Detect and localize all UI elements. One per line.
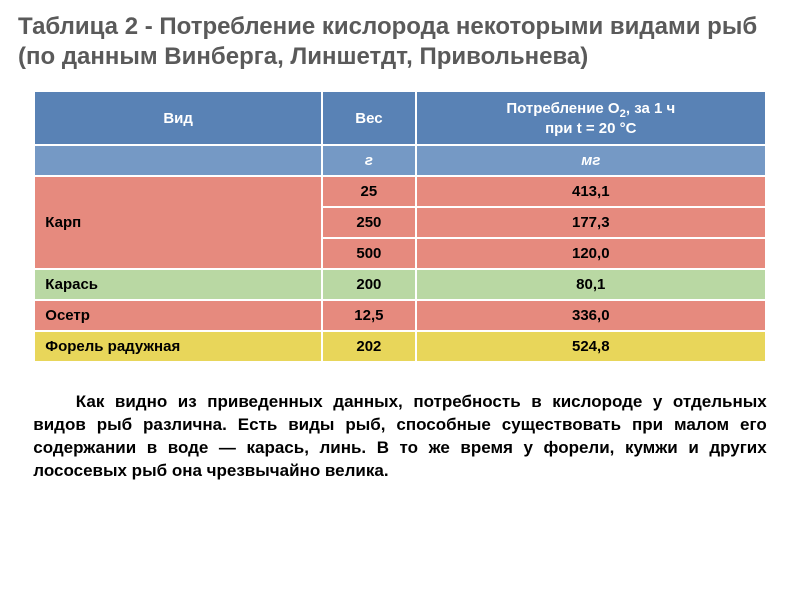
cell-weight: 12,5 [322, 300, 416, 331]
cell-consumption: 120,0 [416, 238, 766, 269]
table-header-row: Вид Вес Потребление О2, за 1 ч при t = 2… [34, 91, 765, 145]
cell-species: Карп [34, 176, 322, 269]
table-units-row: г мг [34, 145, 765, 176]
unit-weight: г [322, 145, 416, 176]
oxygen-consumption-table: Вид Вес Потребление О2, за 1 ч при t = 2… [33, 90, 766, 363]
table-row: Карась20080,1 [34, 269, 765, 300]
col-consumption: Потребление О2, за 1 ч при t = 20 °С [416, 91, 766, 145]
col-weight: Вес [322, 91, 416, 145]
table-row: Карп25413,1 [34, 176, 765, 207]
cell-consumption: 80,1 [416, 269, 766, 300]
cell-species: Форель радужная [34, 331, 322, 362]
cell-consumption: 177,3 [416, 207, 766, 238]
table-body: Карп25413,1250177,3500120,0Карась20080,1… [34, 176, 765, 362]
page-title: Таблица 2 - Потребление кислорода некото… [18, 12, 782, 72]
cell-weight: 500 [322, 238, 416, 269]
cell-consumption: 524,8 [416, 331, 766, 362]
title-line-2: (по данным Винберга, Линшетдт, Привольне… [18, 43, 588, 70]
cell-species: Осетр [34, 300, 322, 331]
unit-consumption: мг [416, 145, 766, 176]
table-row: Осетр12,5336,0 [34, 300, 765, 331]
cell-weight: 250 [322, 207, 416, 238]
cell-weight: 202 [322, 331, 416, 362]
col-species: Вид [34, 91, 322, 145]
cell-consumption: 413,1 [416, 176, 766, 207]
table-row: Форель радужная202524,8 [34, 331, 765, 362]
cell-weight: 200 [322, 269, 416, 300]
cell-consumption: 336,0 [416, 300, 766, 331]
cell-species: Карась [34, 269, 322, 300]
body-paragraph: Как видно из приведенных данных, потребн… [33, 391, 766, 483]
unit-species [34, 145, 322, 176]
title-line-1: Таблица 2 - Потребление кислорода некото… [18, 13, 757, 40]
cell-weight: 25 [322, 176, 416, 207]
